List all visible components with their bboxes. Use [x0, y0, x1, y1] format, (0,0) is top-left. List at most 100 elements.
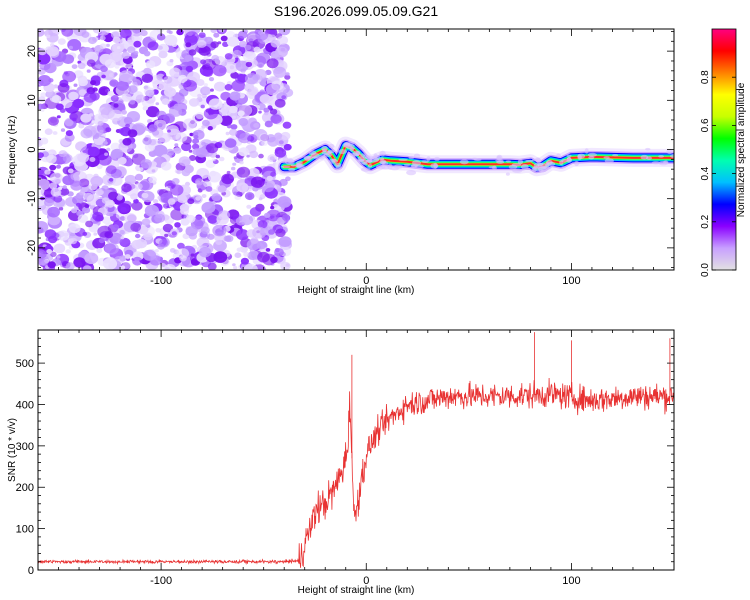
spectrogram-noise-blob [141, 73, 153, 84]
spectrogram-ridge-speck [603, 156, 610, 159]
spectrogram-ridge-speck [406, 170, 417, 176]
spectrogram-noise-blob [38, 249, 47, 259]
spectrogram-ridge-speck [645, 147, 651, 151]
spectrogram-noise-blob [259, 133, 269, 142]
spectrogram-noise-blob [104, 231, 114, 239]
spectrogram-noise-blob [88, 36, 97, 45]
spectrogram-noise-blob [261, 140, 268, 146]
spectrogram-noise-blob [177, 74, 188, 84]
spectrogram-noise-blob [235, 60, 249, 72]
spectrogram-noise-blob [154, 213, 166, 223]
snr-ytick-label: 500 [16, 358, 34, 370]
spectrogram-noise-blob [225, 131, 230, 136]
spectrogram-ridge-speck [296, 164, 305, 169]
spectrogram-noise-blob [65, 85, 70, 89]
spectrogram-noise-blob [106, 43, 110, 48]
spectrogram-noise-blob [99, 35, 106, 41]
spectrogram-noise-blob [181, 142, 192, 152]
spectrogram-ridge-speck [367, 164, 373, 168]
spectrogram-noise-blob [231, 166, 236, 171]
spectrogram-noise-blob [108, 109, 123, 122]
spectrogram-noise-blob [96, 164, 103, 170]
spectrogram-noise-blob [49, 164, 57, 171]
spectrogram-noise-blob [101, 185, 109, 192]
spectrogram-noise-blob [274, 248, 284, 257]
spectrogram-noise-blob [249, 207, 262, 217]
spectrogram-noise-blob [62, 54, 75, 64]
spectrogram-noise-blob [238, 30, 248, 39]
spectrogram-noise-blob [73, 257, 86, 268]
spectrogram-noise-blob [274, 147, 287, 158]
spectrogram-noise-blob [131, 239, 143, 250]
spectrogram-noise-blob [253, 123, 260, 128]
spectrogram-noise-blob [257, 220, 268, 229]
colorbar: 0.0 0.2 0.4 0.6 0.8 Normalized spectral ampl… [700, 28, 747, 277]
spectrogram-noise-blob [81, 31, 90, 38]
spectrogram-ridge-speck [365, 159, 373, 163]
spectrogram-noise-blob [75, 141, 87, 152]
spectrogram-noise-blob [165, 148, 175, 156]
spectrogram-noise-blob [185, 65, 194, 72]
spectrogram-noise-blob [221, 191, 227, 196]
spectrogram-noise-blob [155, 228, 161, 233]
spectrogram-noise-blob [250, 176, 265, 188]
spectrogram-noise-blob [257, 251, 270, 263]
spectrogram-noise-blob [215, 154, 220, 159]
spectrogram-noise-blob [238, 118, 249, 126]
spectrogram-noise-blob [185, 42, 192, 48]
spectrogram-ridge-speck [670, 154, 674, 159]
spectrogram-noise-blob [130, 193, 138, 200]
spectrogram-noise-blob [95, 188, 104, 196]
spectrogram-noise-blob [283, 143, 292, 151]
spectrogram-noise-blob [116, 195, 123, 201]
spectrogram-ridge-speck [512, 168, 523, 173]
spectrogram-noise-blob [99, 43, 107, 50]
spectrogram-noise-blob [262, 182, 274, 193]
spectrogram-ridge-speck [413, 153, 421, 158]
spectrogram-noise-blob [167, 129, 171, 133]
spectrogram-noise-blob [256, 241, 267, 250]
spectrogram-xtick-label: -100 [150, 275, 172, 287]
spectrogram-noise-blob [51, 95, 62, 104]
spectrogram-ridge-speck [496, 156, 501, 160]
spectrogram-ridge-speck [561, 166, 566, 169]
spectrogram-noise-blob [156, 33, 166, 41]
spectrogram-noise-blob [110, 149, 121, 158]
spectrogram-noise-blob [38, 103, 44, 110]
spectrogram-noise-blob [133, 40, 142, 48]
spectrogram-ridge-speck [282, 156, 289, 162]
spectrogram-noise-blob [171, 267, 177, 270]
spectrogram-noise-blob [220, 35, 228, 42]
spectrogram-noise-blob [84, 252, 99, 265]
spectrogram-noise-blob [218, 29, 225, 33]
spectrogram-noise-blob [250, 237, 259, 244]
spectrogram-noise-blob [243, 263, 258, 270]
spectrogram-noise-blob [105, 199, 115, 208]
spectrogram-noise-blob [174, 222, 181, 228]
spectrogram-noise-blob [156, 110, 167, 120]
spectrogram-noise-blob [73, 83, 78, 87]
spectrogram-noise-blob [143, 232, 153, 241]
spectrogram-noise-blob [60, 98, 73, 109]
spectrogram-noise-blob [120, 265, 126, 270]
spectrogram-noise-blob [188, 149, 193, 153]
spectrogram-noise-blob [83, 91, 97, 103]
spectrogram-ridge-speck [520, 163, 529, 170]
spectrogram-noise-blob [48, 235, 58, 244]
spectrogram-ridge-speck [322, 148, 327, 153]
spectrogram-noise-blob [236, 229, 250, 241]
spectrogram-noise-blob [56, 164, 61, 169]
spectrogram-noise-blob [92, 211, 104, 221]
spectrogram-ridge-speck [323, 152, 333, 157]
spectrogram-noise-blob [285, 72, 290, 76]
spectrogram-ridge-speck [666, 149, 674, 155]
spectrogram-ridge-speck [290, 164, 296, 167]
spectrogram-noise-blob [144, 87, 155, 96]
spectrogram-noise-blob [63, 232, 69, 237]
spectrogram-noise-blob [249, 150, 259, 159]
snr-ytick-label: 300 [16, 441, 34, 453]
spectrogram-ridge-speck [318, 154, 326, 160]
spectrogram-noise-blob [225, 235, 234, 243]
spectrogram-ridge-speck [381, 161, 389, 166]
spectrogram-ridge-speck [328, 143, 335, 149]
